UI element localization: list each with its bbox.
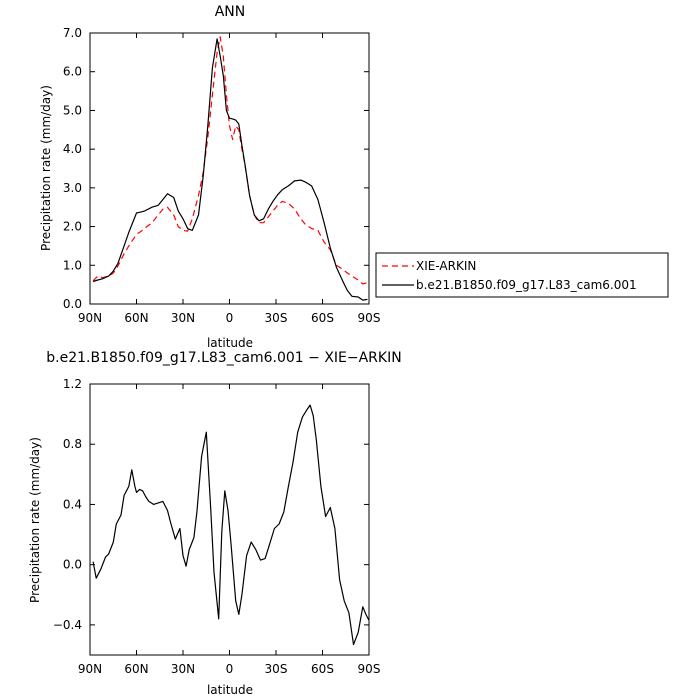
x-tick-label-top: 30N (171, 311, 195, 325)
x-tick-label-bottom: 60S (311, 662, 334, 676)
x-axis-label-top: latitude (207, 336, 253, 350)
x-tick-label-top: 60S (311, 311, 334, 325)
series-group-top (92, 36, 368, 301)
y-tick-label-top: 2.0 (63, 220, 82, 234)
y-tick-label-bottom: 0.0 (63, 558, 82, 572)
x-tick-label-bottom: 30N (171, 662, 195, 676)
chart-title-bottom: b.e21.B1850.f09_g17.L83_cam6.001 − XIE−A… (46, 350, 401, 366)
y-tick-label-bottom: 1.2 (63, 377, 82, 391)
x-tick-label-top: 90S (358, 311, 381, 325)
y-tick-label-top: 4.0 (63, 142, 82, 156)
legend: XIE-ARKIN b.e21.B1850.f09_g17.L83_cam6.0… (375, 252, 669, 298)
plot-frame-bottom (89, 383, 370, 656)
x-tick-label-bottom: 30S (265, 662, 288, 676)
y-tick-label-bottom: 0.4 (63, 497, 82, 511)
y-tick-label-top: 5.0 (63, 103, 82, 117)
series-line-top-0 (92, 36, 368, 285)
x-tick-label-bottom: 90N (78, 662, 102, 676)
series-group-bottom (92, 404, 370, 646)
x-tick-label-top: 0 (226, 311, 234, 325)
x-tick-label-bottom: 0 (226, 662, 234, 676)
y-axis-label-top: Precipitation rate (mm/day) (39, 85, 53, 251)
legend-label-xie-arkin: XIE-ARKIN (416, 259, 476, 273)
y-tick-label-bottom: −0.4 (53, 618, 82, 632)
series-line-bottom-0 (92, 404, 370, 646)
x-tick-label-top: 60N (124, 311, 148, 325)
y-tick-label-top: 7.0 (63, 26, 82, 40)
panel-top-ann: ANN 90N 60N 30N 0 30S 60S 90S 0.0 1.0 2.0 3.0 4.0 5.… (39, 4, 380, 350)
y-tick-label-bottom: 0.8 (63, 437, 82, 451)
y-tick-label-top: 3.0 (63, 181, 82, 195)
x-axis-label-bottom: latitude (207, 683, 253, 697)
panel-bottom-difference: b.e21.B1850.f09_g17.L83_cam6.001 − XIE−A… (28, 350, 402, 697)
plot-frame-top (89, 32, 370, 305)
legend-label-model: b.e21.B1850.f09_g17.L83_cam6.001 (416, 278, 637, 292)
tick-group-top: 90N 60N 30N 0 30S 60S 90S 0.0 1.0 2.0 3.0 4.0 5.0 6.0… (63, 26, 381, 325)
y-tick-label-top: 0.0 (63, 297, 82, 311)
y-axis-label-bottom: Precipitation rate (mm/day) (28, 437, 42, 603)
y-tick-label-top: 1.0 (63, 258, 82, 272)
x-tick-label-top: 30S (265, 311, 288, 325)
x-tick-label-bottom: 60N (124, 662, 148, 676)
tick-group-bottom: 90N 60N 30N 0 30S 60S 90S −0.4 0.0 0.4 0.8 1.2 (53, 377, 381, 676)
x-tick-label-top: 90N (78, 311, 102, 325)
x-tick-label-bottom: 90S (358, 662, 381, 676)
chart-title-top: ANN (215, 4, 246, 20)
series-line-top-1 (92, 38, 368, 301)
legend-box (375, 252, 669, 298)
y-tick-label-top: 6.0 (63, 65, 82, 79)
